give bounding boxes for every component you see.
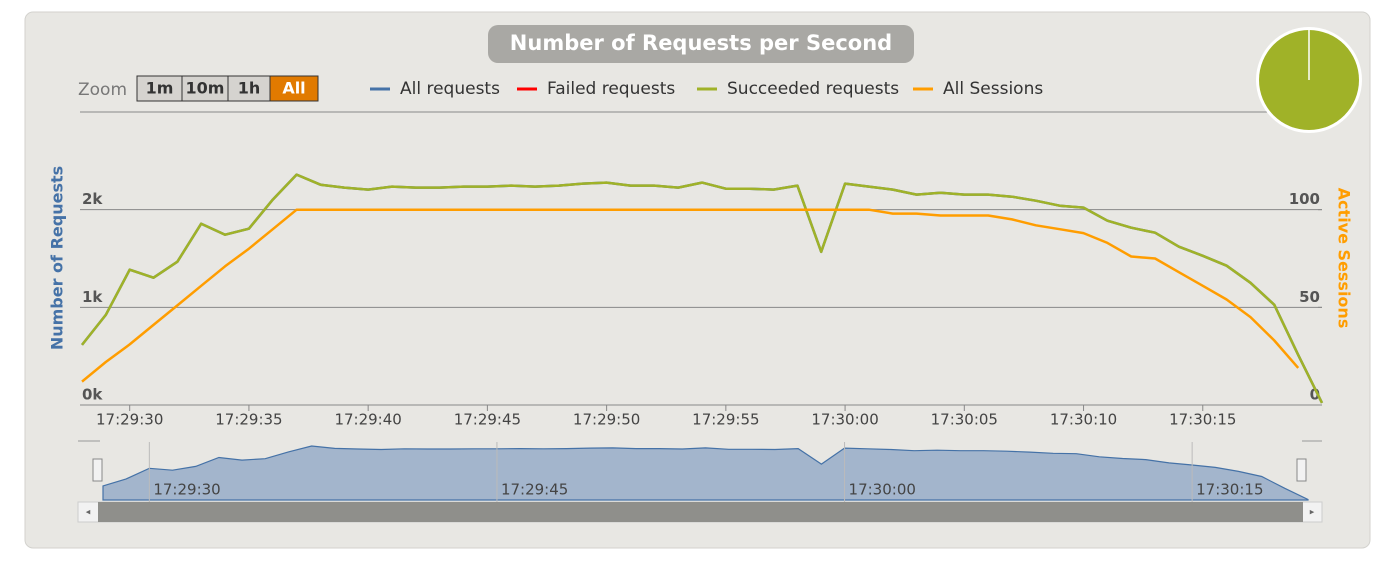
navigator-tick-label: 17:29:45: [501, 481, 568, 499]
x-tick-label: 17:29:55: [692, 411, 759, 429]
y-tick-label: 0k: [82, 386, 103, 404]
legend-label: All requests: [400, 79, 500, 99]
y2-axis-title: Active Sessions: [1335, 188, 1354, 329]
x-tick-label: 17:30:15: [1169, 411, 1236, 429]
x-tick-label: 17:30:10: [1050, 411, 1117, 429]
navigator-tick-label: 17:29:30: [153, 481, 220, 499]
y2-tick-label: 100: [1289, 190, 1320, 208]
y-axis-title: Number of Requests: [48, 166, 67, 350]
legend-label: Failed requests: [547, 79, 675, 99]
navigator-tick-label: 17:30:15: [1196, 481, 1263, 499]
chart-title: Number of Requests per Second: [510, 31, 892, 55]
legend-label: All Sessions: [943, 79, 1043, 99]
x-tick-label: 17:30:00: [811, 411, 878, 429]
y2-tick-label: 50: [1299, 288, 1320, 306]
zoom-label: Zoom: [78, 80, 127, 100]
zoom-button-label: 1h: [238, 79, 261, 98]
zoom-button-label: 10m: [186, 79, 225, 98]
navigator-tick-label: 17:30:00: [849, 481, 916, 499]
navigator-area: [102, 445, 1309, 501]
series-line: [81, 173, 1324, 404]
zoom-button[interactable]: All: [269, 75, 319, 102]
zoom-button-label: 1m: [146, 79, 174, 98]
zoom-button-bg: [269, 75, 319, 102]
x-tick-label: 17:29:45: [454, 411, 521, 429]
zoom-button-bg: [227, 75, 271, 102]
title-pill: [488, 25, 914, 63]
y-tick-label: 2k: [82, 190, 103, 208]
x-tick-label: 17:30:05: [931, 411, 998, 429]
nav-handle-left[interactable]: [92, 458, 103, 482]
x-tick-label: 17:29:30: [96, 411, 163, 429]
zoom-button[interactable]: 10m: [181, 75, 229, 102]
zoom-button[interactable]: 1h: [227, 75, 271, 102]
y-tick-label: 1k: [82, 288, 103, 306]
nav-handle-right[interactable]: [1296, 458, 1307, 482]
scrollbar-thumb[interactable]: [98, 502, 1303, 522]
series-line: [81, 208, 1300, 383]
panel: [24, 11, 1371, 549]
legend-label: Succeeded requests: [727, 79, 899, 99]
zoom-button-label: All: [282, 79, 305, 98]
y2-tick-label: 0: [1310, 386, 1320, 404]
zoom-button-bg: [181, 75, 229, 102]
pie: [1256, 27, 1362, 133]
zoom-button[interactable]: 1m: [136, 75, 183, 102]
scroll-left[interactable]: ◂: [86, 508, 91, 518]
x-tick-label: 17:29:50: [573, 411, 640, 429]
x-tick-label: 17:29:35: [215, 411, 282, 429]
x-tick-label: 17:29:40: [334, 411, 401, 429]
scroll-right[interactable]: ▸: [1310, 508, 1315, 518]
